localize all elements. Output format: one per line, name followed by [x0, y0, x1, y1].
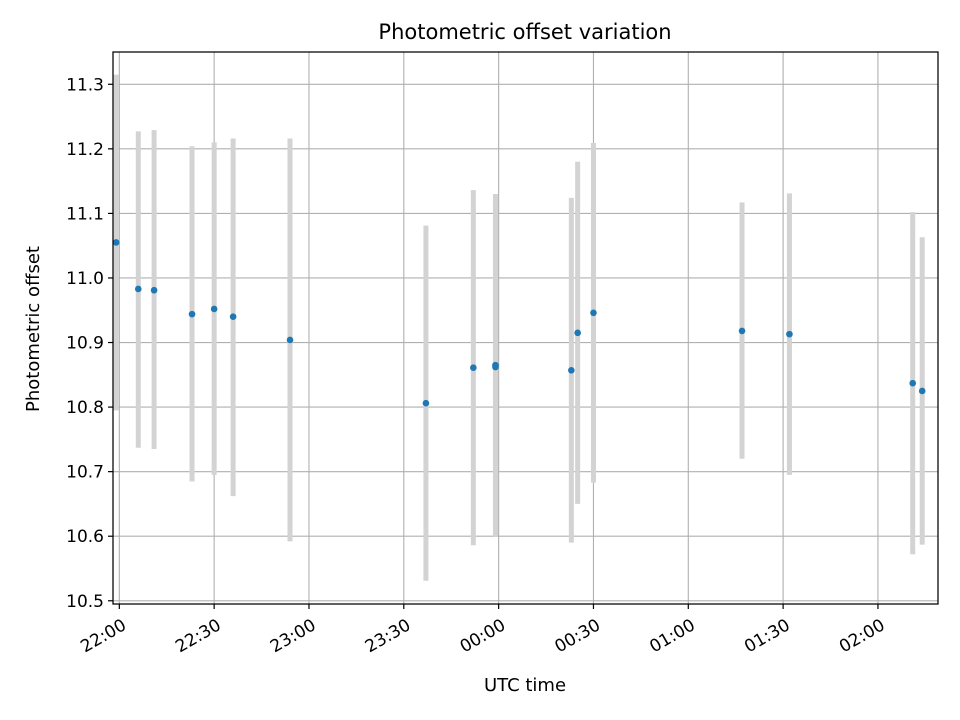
y-axis-label: Photometric offset: [23, 246, 44, 412]
data-point: [470, 364, 477, 372]
data-point: [210, 305, 218, 313]
data-point: [112, 239, 120, 246]
data-point: [786, 330, 793, 338]
data-point: [422, 399, 430, 407]
x-tick-label: 01:00: [646, 615, 698, 657]
data-point: [492, 363, 499, 371]
x-tick-label: 22:00: [77, 615, 129, 657]
x-tick-label: 00:00: [457, 615, 509, 657]
x-tick-label: 23:00: [267, 615, 319, 657]
x-axis-label: UTC time: [484, 675, 566, 696]
data-point: [134, 285, 142, 293]
y-tick-label: 10.6: [66, 527, 104, 547]
data-point: [918, 387, 926, 395]
data-points: [112, 239, 926, 407]
data-point: [188, 310, 196, 318]
data-point: [229, 313, 237, 321]
grid: [113, 52, 938, 604]
x-ticks: 22:00 22:30 23:00 23:30 00:00 00:30 01:00 01:30…: [77, 604, 888, 657]
data-point: [738, 327, 746, 335]
x-tick-label: 01:30: [741, 615, 793, 657]
data-point: [909, 379, 917, 387]
data-point: [590, 309, 597, 317]
x-tick-label: 00:30: [552, 615, 604, 657]
y-tick-label: 11.3: [66, 75, 104, 95]
y-tick-label: 10.7: [66, 463, 104, 483]
x-tick-label: 23:30: [362, 615, 414, 657]
y-tick-label: 10.5: [66, 592, 104, 612]
chart-title: Photometric offset variation: [378, 20, 671, 44]
data-point: [568, 366, 575, 374]
y-tick-label: 11.1: [66, 204, 104, 224]
y-tick-label: 10.9: [66, 334, 104, 354]
data-point: [286, 336, 294, 344]
data-point: [150, 286, 158, 294]
y-tick-label: 11.0: [66, 269, 104, 289]
error-bars: [113, 74, 925, 581]
y-tick-label: 10.8: [66, 398, 104, 418]
x-tick-label: 22:30: [172, 615, 224, 657]
plot-area: [112, 51, 939, 605]
y-ticks: 10.5 10.6 10.7 10.8 10.9 11.0 11.1 11.2 11.3: [66, 75, 113, 612]
data-point: [574, 329, 581, 337]
y-tick-label: 11.2: [66, 140, 104, 160]
x-tick-label: 02:00: [836, 615, 888, 657]
